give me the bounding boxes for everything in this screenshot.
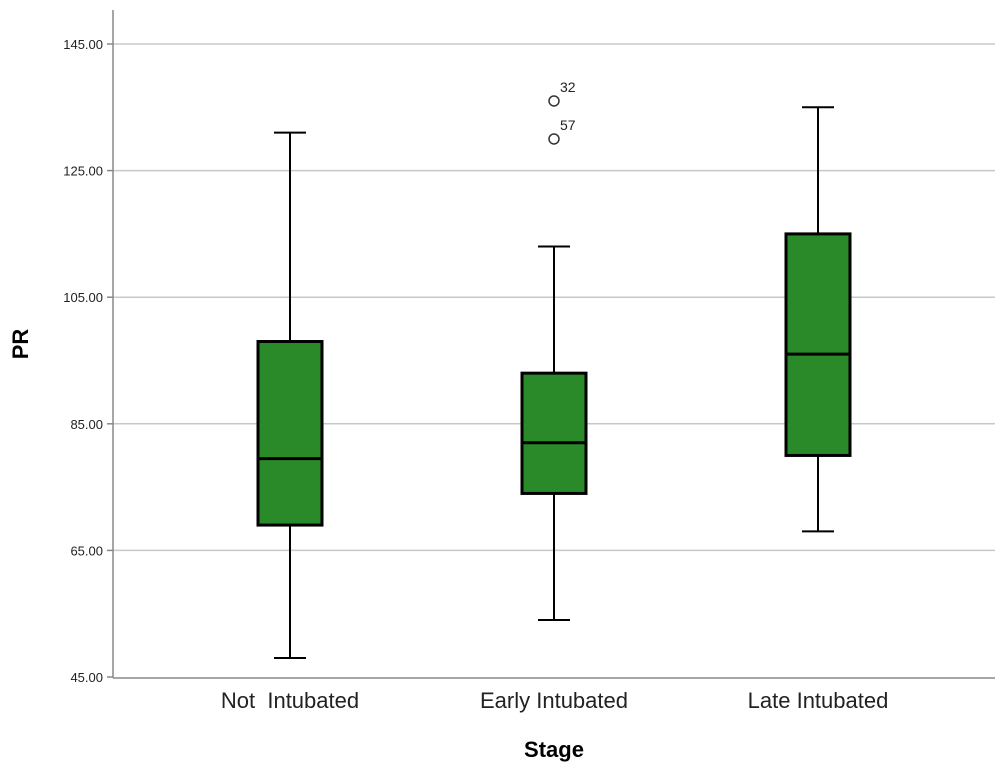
y-tick-label: 65.00 [70, 543, 103, 558]
outlier-point [548, 95, 560, 107]
box-group [256, 131, 324, 660]
y-axis-ticks: 45.00 65.00 85.00 105.00 125.00 145.00 [63, 37, 103, 685]
x-category-label: Late Intubated [748, 688, 889, 713]
x-category-label: Not Intubated [221, 688, 359, 713]
x-axis-category-labels: Not Intubated Early Intubated Late Intubat… [221, 688, 888, 713]
outlier-point [548, 133, 560, 145]
y-tick-label: 125.00 [63, 164, 103, 179]
x-axis-title: Stage [524, 737, 584, 762]
y-tick-label: 45.00 [70, 670, 103, 685]
box-group [784, 106, 852, 533]
y-axis-title: PR [8, 329, 33, 360]
iqr-box [520, 371, 588, 495]
x-category-label: Early Intubated [480, 688, 628, 713]
y-tick-label: 105.00 [63, 290, 103, 305]
y-tick-label: 85.00 [70, 417, 103, 432]
outlier-label: 57 [560, 117, 576, 133]
boxes: 32 57 [256, 79, 852, 660]
y-tick-label: 145.00 [63, 37, 103, 52]
outlier-label: 32 [560, 79, 576, 95]
box-group: 32 57 [520, 79, 588, 622]
iqr-box [256, 340, 324, 527]
iqr-box [784, 232, 852, 457]
